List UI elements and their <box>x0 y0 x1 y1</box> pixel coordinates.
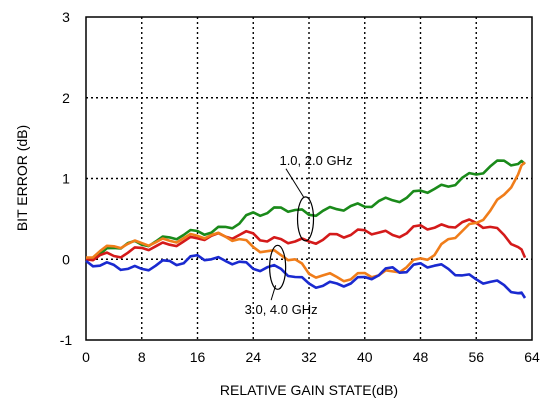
series-line-2 <box>85 161 526 283</box>
y-tick-label: 3 <box>62 9 70 25</box>
x-tick-label: 24 <box>245 349 261 365</box>
series-line-3 <box>85 253 527 299</box>
x-axis-ticks: 0 8 16 24 32 40 48 56 64 <box>82 349 540 365</box>
annotation-ellipse <box>269 244 287 290</box>
series-line-1 <box>85 218 527 262</box>
y-axis-ticks: -1 0 1 2 3 <box>60 9 73 348</box>
annotation-ellipse <box>296 196 315 242</box>
x-axis-title: RELATIVE GAIN STATE(dB) <box>220 382 398 398</box>
x-tick-label: 16 <box>190 349 206 365</box>
annotations: 1.0, 2.0 GHz 3.0, 4.0 GHz <box>245 153 353 317</box>
y-tick-label: 0 <box>62 251 70 267</box>
x-tick-label: 8 <box>138 349 146 365</box>
series-group <box>85 159 527 299</box>
y-tick-label: 2 <box>62 90 70 106</box>
x-tick-label: 56 <box>468 349 484 365</box>
x-tick-label: 48 <box>413 349 429 365</box>
x-tick-label: 32 <box>301 349 317 365</box>
y-axis-title: BIT ERROR (dB) <box>14 125 30 231</box>
x-tick-label: 64 <box>524 349 540 365</box>
annotation-leader <box>270 285 277 301</box>
y-tick-label: 1 <box>62 171 70 187</box>
x-tick-label: 40 <box>357 349 373 365</box>
x-tick-label: 0 <box>82 349 90 365</box>
annotation-label: 1.0, 2.0 GHz <box>279 153 352 168</box>
grid <box>86 17 532 340</box>
annotation-leader <box>285 168 304 198</box>
series-line-0 <box>85 159 526 262</box>
annotation-label: 3.0, 4.0 GHz <box>245 302 318 317</box>
y-tick-label: -1 <box>60 332 73 348</box>
